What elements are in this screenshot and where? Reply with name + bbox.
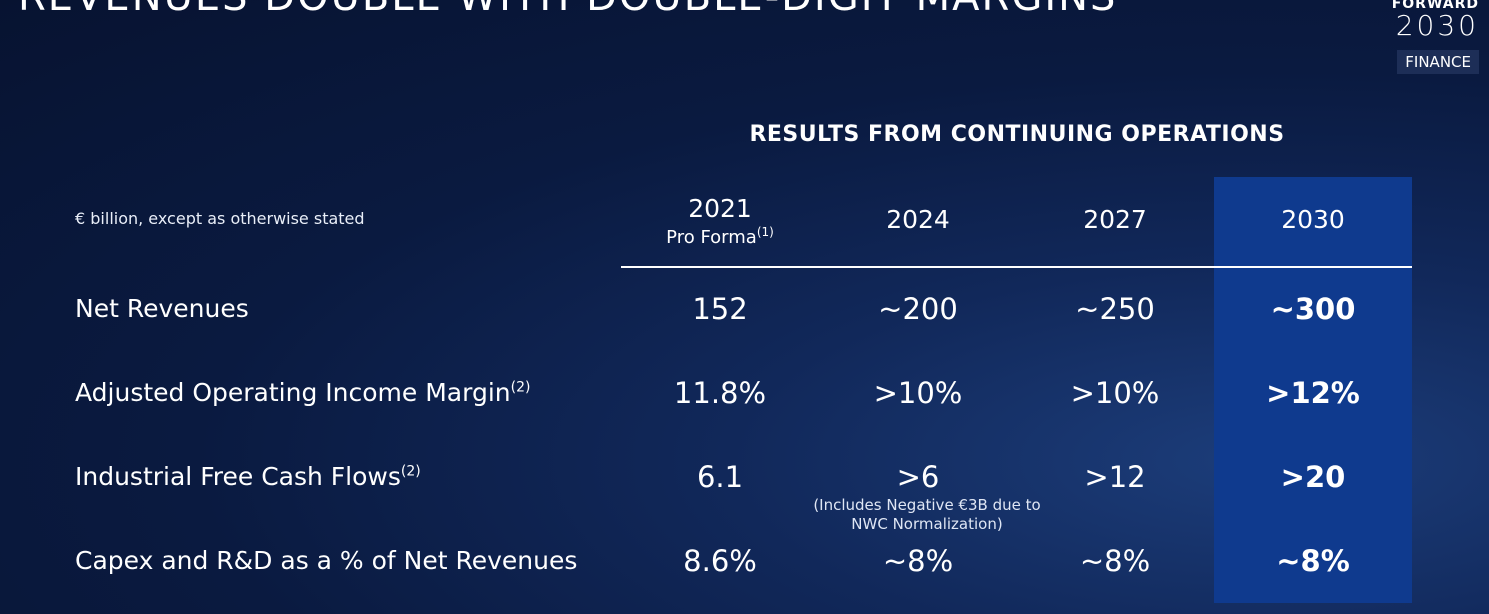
cell-aoi-margin-2021: 11.8% bbox=[673, 376, 767, 410]
cell-capex-rd-2021: 8.6% bbox=[683, 544, 757, 578]
row-label-ifcf: Industrial Free Cash Flows(2) bbox=[75, 462, 421, 491]
header-divider bbox=[621, 266, 1412, 268]
unit-note: € billion, except as otherwise stated bbox=[75, 209, 365, 228]
cell-net-revenues-2024: ~200 bbox=[878, 292, 958, 326]
section-title: RESULTS FROM CONTINUING OPERATIONS bbox=[749, 122, 1285, 147]
cell-ifcf-2030: >20 bbox=[1280, 460, 1346, 494]
column-header-2024: 2024 bbox=[886, 205, 950, 234]
column-subtitle: Pro Forma(1) bbox=[666, 225, 774, 248]
logo-forward-text: FORWARD bbox=[1391, 0, 1479, 12]
cell-ifcf-2024: >6 bbox=[896, 460, 940, 494]
cell-net-revenues-2021: 152 bbox=[692, 292, 748, 326]
column-header-2030: 2030 bbox=[1281, 205, 1345, 234]
cell-aoi-margin-2030: >12% bbox=[1266, 376, 1360, 410]
cell-capex-rd-2027: ~8% bbox=[1079, 544, 1151, 578]
column-header-2021: 2021 Pro Forma(1) bbox=[621, 194, 819, 248]
cell-ifcf-2027: >12 bbox=[1084, 460, 1146, 494]
cell-capex-rd-2030: ~8% bbox=[1276, 544, 1350, 578]
row-label-aoi-margin: Adjusted Operating Income Margin(2) bbox=[75, 378, 531, 407]
row-label-capex-rd: Capex and R&D as a % of Net Revenues bbox=[75, 546, 578, 575]
ifcf-2024-footnote: (Includes Negative €3B due to NWC Normal… bbox=[813, 496, 1041, 533]
cell-net-revenues-2027: ~250 bbox=[1075, 292, 1155, 326]
cell-aoi-margin-2027: >10% bbox=[1070, 376, 1160, 410]
cell-ifcf-2021: 6.1 bbox=[696, 460, 744, 494]
forward-2030-logo: FORWARD 2030 FINANCE bbox=[1392, 0, 1479, 74]
slide-title: REVENUES DOUBLE WITH DOUBLE-DIGIT MARGIN… bbox=[18, 0, 1117, 20]
row-label-net-revenues: Net Revenues bbox=[75, 294, 249, 323]
column-header-2027: 2027 bbox=[1083, 205, 1147, 234]
cell-net-revenues-2030: ~300 bbox=[1270, 292, 1356, 326]
highlight-column-2030 bbox=[1214, 177, 1412, 603]
column-year: 2021 bbox=[688, 194, 752, 223]
finance-badge: FINANCE bbox=[1397, 50, 1479, 74]
logo-year-text: 2030 bbox=[1395, 9, 1479, 42]
cell-aoi-margin-2024: >10% bbox=[873, 376, 963, 410]
cell-capex-rd-2024: ~8% bbox=[882, 544, 954, 578]
